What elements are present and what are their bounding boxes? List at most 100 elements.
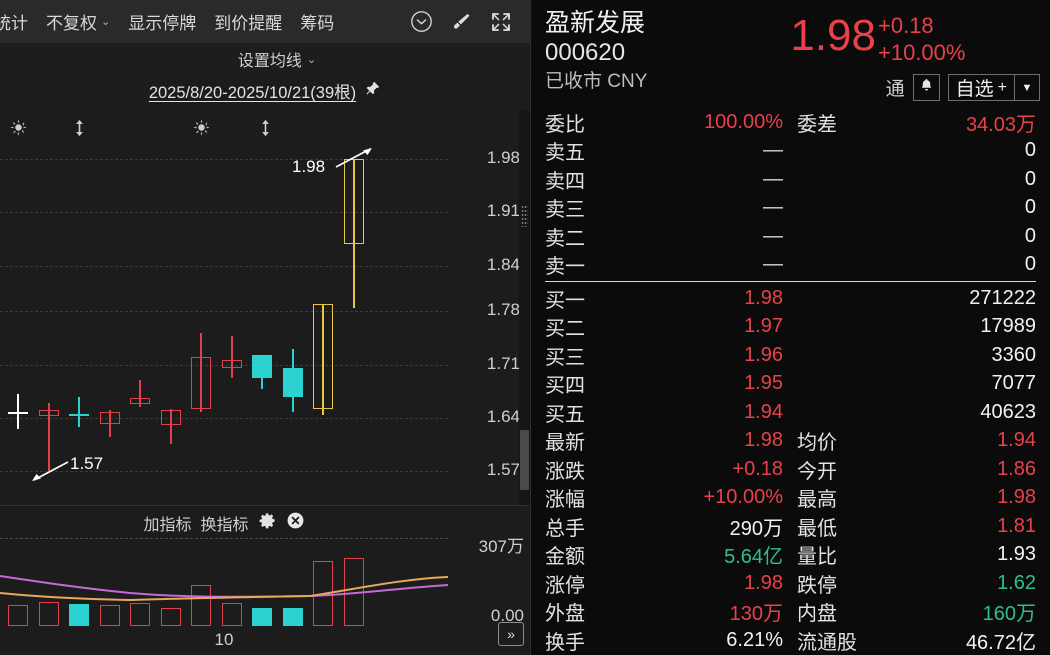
ratio-label: 委比 — [545, 113, 585, 136]
candle-body[interactable] — [160, 410, 181, 425]
volume-bar[interactable] — [343, 558, 364, 626]
stat-value-2: 1.93 — [997, 543, 1036, 566]
volume-plot[interactable] — [0, 538, 448, 626]
candle-body[interactable] — [343, 159, 364, 245]
pane-resize-grip[interactable] — [521, 205, 528, 227]
candle-wick — [139, 379, 141, 408]
stat-label: 总手 — [545, 517, 585, 540]
ratio-value: 100.00% — [704, 110, 783, 133]
candle-body[interactable] — [313, 303, 333, 409]
candlestick-plot[interactable] — [0, 140, 448, 498]
ma-settings-button[interactable]: 设置均线 ⌄ — [238, 47, 316, 71]
scrollbar-thumb[interactable] — [520, 430, 529, 490]
candle-body[interactable] — [69, 414, 89, 417]
brush-icon[interactable] — [448, 9, 474, 35]
chevron-down-circle-icon[interactable] — [408, 9, 434, 35]
stat-value-2: 1.86 — [997, 457, 1036, 480]
volume-bar[interactable] — [69, 604, 89, 626]
volume-bar[interactable] — [221, 603, 242, 626]
ask-level-label: 卖二 — [545, 227, 585, 250]
toolbar-item-label: 筹码 — [300, 14, 335, 33]
ask-row: 卖四 — 0 — [545, 165, 1036, 194]
toolbar-item-show-suspended[interactable]: 显示停牌 — [119, 9, 205, 34]
chart-vertical-scrollbar[interactable] — [519, 110, 530, 505]
volume-bar[interactable] — [38, 602, 59, 626]
ask-volume: 0 — [1024, 196, 1036, 219]
ask-level-label: 卖五 — [545, 142, 585, 165]
volume-bar[interactable] — [313, 560, 333, 626]
toolbar-item-chips[interactable]: 筹码 — [291, 9, 343, 34]
candle-body[interactable] — [252, 354, 272, 379]
stat-value-2: 1.98 — [997, 486, 1036, 509]
toolbar-item-statistics[interactable]: 统计 — [0, 9, 37, 34]
date-range-row: 2025/8/20-2025/10/21(39根) — [0, 76, 530, 106]
stat-row: 金额 5.64亿 量比 1.93 — [545, 541, 1036, 570]
fullscreen-icon[interactable] — [488, 9, 514, 35]
add-indicator-button[interactable]: 加指标 — [143, 517, 192, 534]
stat-row: 换手 6.21% 流通股 46.72亿 — [545, 626, 1036, 655]
diff-label: 委差 — [797, 113, 837, 136]
candle-body[interactable] — [191, 357, 211, 409]
bid-volume: 3360 — [991, 343, 1037, 366]
toolbar-item-label: 不复权 — [46, 14, 97, 33]
ask-volume: 0 — [1024, 167, 1036, 190]
candle-body[interactable] — [38, 409, 59, 416]
date-range-label[interactable]: 2025/8/20-2025/10/21(39根) — [148, 84, 357, 102]
stat-value-2: 1.94 — [997, 429, 1036, 452]
candle-body[interactable] — [8, 411, 28, 414]
ask-level-label: 卖四 — [545, 170, 585, 193]
stat-label-2: 最高 — [797, 489, 837, 512]
pin-icon[interactable] — [364, 80, 381, 102]
add-to-watchlist-button[interactable]: 自选 + ▼ — [947, 74, 1040, 101]
next-page-button[interactable]: » — [498, 622, 524, 646]
stat-row: 外盘 130万 内盘 160万 — [545, 598, 1036, 627]
sparkle-marker-icon[interactable] — [9, 118, 28, 142]
quote-header: 盈新发展 000620 已收市 CNY 1.98 +0.18 +10.00% 通 — [531, 0, 1050, 108]
price-axis-tick: 1.71 — [486, 353, 520, 373]
watchlist-dropdown-caret-icon[interactable]: ▼ — [1014, 75, 1039, 100]
candle-body[interactable] — [130, 398, 150, 404]
volume-axis: 307万 0.00 — [448, 537, 530, 626]
chevron-down-icon: ⌄ — [101, 16, 111, 28]
bid-rows: 买一 1.98 271222 买二 1.97 17989 买三 1.96 3360 买四 1.95 7… — [545, 284, 1036, 427]
bid-level-label: 买五 — [545, 403, 585, 426]
stat-row: 涨停 1.98 跌停 1.62 — [545, 569, 1036, 598]
volume-bar[interactable] — [160, 607, 181, 626]
candle-body[interactable] — [282, 367, 303, 397]
stat-label-2: 流通股 — [797, 631, 857, 654]
stat-row: 最新 1.98 均价 1.94 — [545, 427, 1036, 456]
alert-bell-button[interactable] — [912, 74, 940, 101]
volume-bar[interactable] — [252, 607, 272, 626]
updown-arrow-marker-icon[interactable] — [256, 118, 275, 143]
bid-row: 买四 1.95 7077 — [545, 370, 1036, 399]
watchlist-label: 自选 — [955, 79, 994, 100]
volume-bar[interactable] — [8, 604, 28, 626]
volume-bar[interactable] — [191, 585, 211, 626]
volume-bar[interactable] — [99, 604, 120, 626]
stat-row: 涨跌 +0.18 今开 1.86 — [545, 455, 1036, 484]
bid-level-label: 买三 — [545, 346, 585, 369]
stat-value-2: 160万 — [982, 603, 1036, 626]
switch-indicator-button[interactable]: 换指标 — [200, 517, 249, 534]
stat-label: 涨停 — [545, 574, 585, 597]
sparkle-marker-icon[interactable] — [192, 118, 211, 142]
toolbar-item-price-alert[interactable]: 到价提醒 — [205, 9, 291, 34]
grid-line — [0, 311, 448, 313]
volume-axis-max: 307万 — [478, 537, 524, 556]
volume-grid-line — [0, 538, 448, 539]
grid-line — [0, 471, 448, 473]
candle-body[interactable] — [221, 360, 242, 368]
candle-body[interactable] — [99, 411, 120, 425]
gear-icon[interactable] — [258, 511, 277, 535]
price-change-block: +0.18 +10.00% — [878, 12, 1038, 66]
toolbar-item-adjust[interactable]: 不复权 ⌄ — [37, 9, 119, 34]
bid-level-label: 买四 — [545, 375, 585, 398]
volume-bar[interactable] — [282, 607, 303, 626]
stat-label-2: 量比 — [797, 546, 837, 569]
diff-value: 34.03万 — [965, 113, 1036, 136]
close-circle-icon[interactable] — [286, 511, 305, 535]
bid-volume: 7077 — [991, 372, 1037, 395]
bid-price: 1.95 — [744, 372, 783, 395]
updown-arrow-marker-icon[interactable] — [70, 118, 89, 143]
volume-bar[interactable] — [130, 602, 150, 626]
